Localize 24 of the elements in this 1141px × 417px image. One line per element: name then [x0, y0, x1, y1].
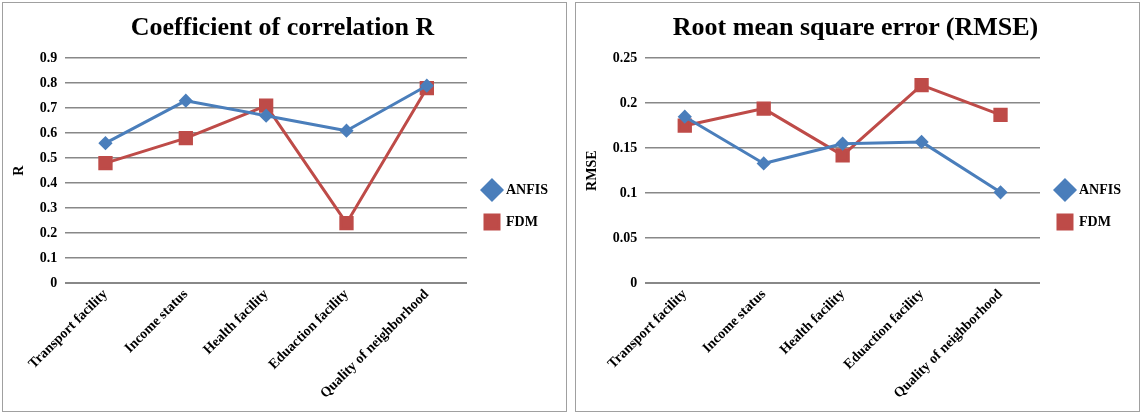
legend-label: FDM	[505, 213, 538, 229]
y-tick-label: 0.1	[39, 249, 58, 265]
y-tick-label: 0.5	[39, 149, 58, 165]
y-tick-label: 0.25	[612, 49, 638, 65]
chart-title: Coefficient of correlation R	[130, 12, 435, 42]
y-tick-label: 0.3	[39, 199, 58, 215]
y-tick-label: 0.05	[612, 229, 638, 245]
y-tick-label: 0.9	[39, 49, 58, 65]
y-tick-label: 0.4	[39, 174, 58, 190]
y-tick-label: 0.1	[619, 184, 638, 200]
y-tick-label: 0.6	[39, 124, 58, 140]
legend-label: ANFIS	[1078, 181, 1122, 197]
y-tick-label: 0	[630, 274, 638, 290]
y-tick-label: 0	[50, 274, 58, 290]
y-tick-label: 0.2	[619, 94, 638, 110]
y-tick-label: 0.2	[39, 224, 58, 240]
legend-label: FDM	[1078, 213, 1111, 229]
chart-title: Root mean square error (RMSE)	[672, 12, 1039, 42]
legend-label: ANFIS	[505, 181, 549, 197]
y-axis-title: RMSE	[584, 150, 600, 191]
y-tick-label: 0.7	[39, 99, 58, 115]
y-tick-label: 0.15	[612, 139, 638, 155]
y-axis-title: R	[11, 164, 27, 176]
y-tick-label: 0.8	[39, 74, 58, 90]
